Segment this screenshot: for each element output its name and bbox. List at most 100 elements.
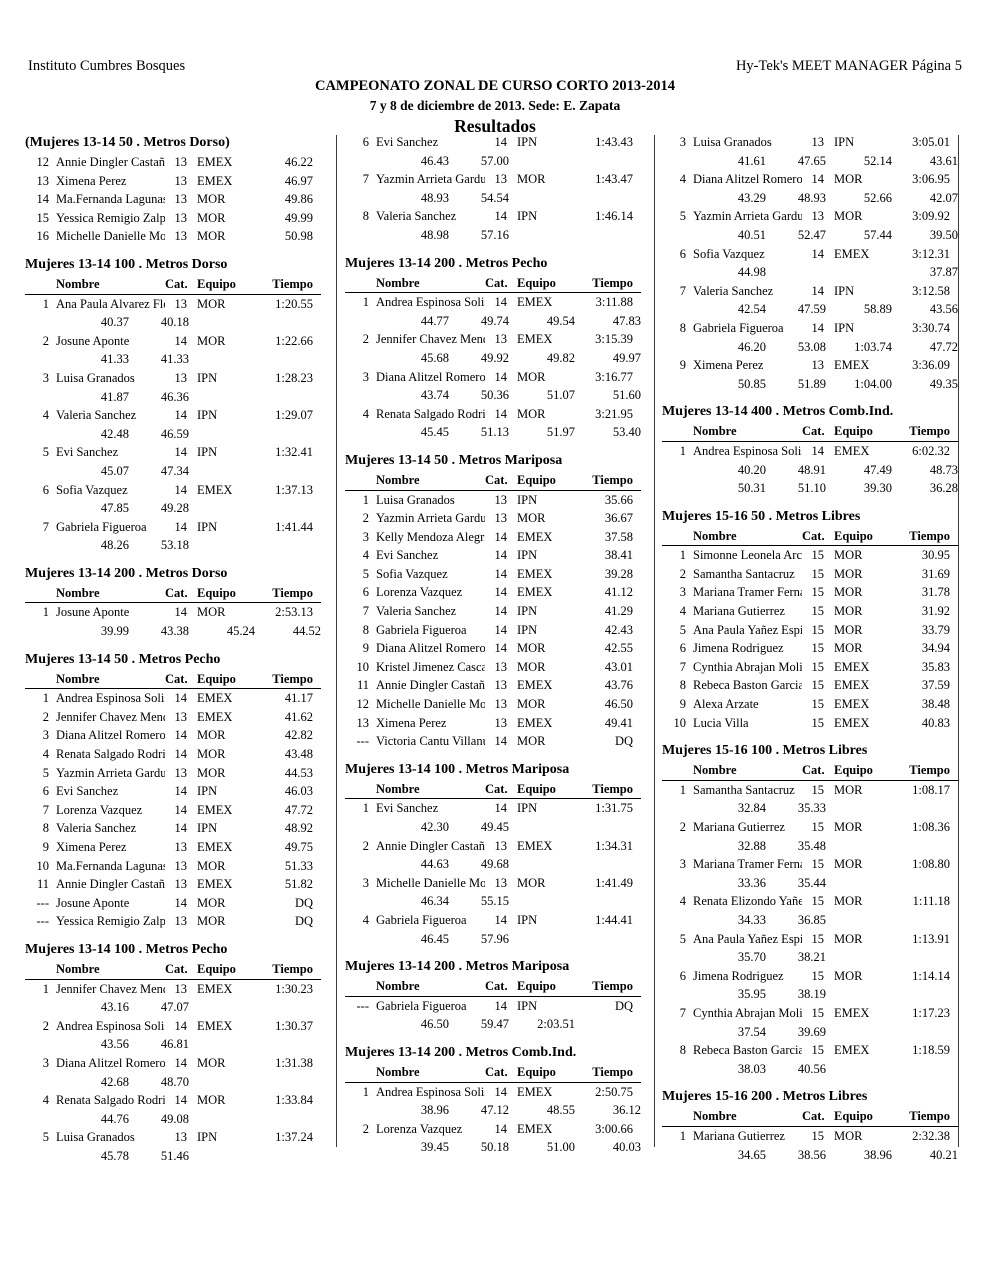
split-time: 51.60 [612,388,641,403]
splits-row: 44.77 49.74 49.54 47.83 [345,312,641,331]
swimmer-name: Ma.Fernanda Lagunas [56,192,165,207]
swimmer-team: MOR [197,914,226,929]
result-row: 4 Mariana Gutierrez 15 MOR 31.92 [662,602,958,621]
split-time: 47.65 [797,153,826,168]
split-time: 39.50 [929,227,958,242]
swimmer-time: 39.28 [604,566,633,581]
result-row: 8 Rebeca Baston Garcia 15 EMEX 1:18.59 [662,1041,958,1060]
swimmer-name: Andrea Espinosa Solis [56,691,165,706]
swimmer-team: MOR [517,734,546,749]
swimmer-time: 1:44.41 [595,912,633,927]
swimmer-name: Jennifer Chavez Mend [376,332,485,347]
event-title: (Mujeres 13-14 50 . Metros Dorso) [25,135,230,150]
swimmer-team: EMEX [517,715,553,730]
split-time: 48.55 [546,1103,575,1118]
swimmer-time: 1:41.49 [595,875,633,890]
split-time: 49.97 [612,350,641,365]
swimmer-place: 7 [679,659,686,674]
result-row: 8 Gabriela Figueroa 14 IPN 42.43 [345,621,641,640]
swimmer-place: 4 [679,604,686,619]
result-row: 5 Ana Paula Yañez Espi 15 MOR 1:13.91 [662,930,958,949]
swimmer-team: MOR [517,369,546,384]
swimmer-place: 3 [679,135,686,149]
header-name: Nombre [376,275,420,290]
swimmer-name: Mariana Tramer Ferna [693,857,802,872]
split-time [892,948,958,967]
result-row: 2 Yazmin Arrieta Gardu 13 MOR 36.67 [345,509,641,528]
splits-row: 43.56 46.81 [25,1035,321,1054]
swimmer-name: Michelle Danielle Moj [376,875,485,890]
swimmer-place: 10 [356,659,370,674]
split-time: 45.07 [100,463,129,478]
result-row: 5 Luisa Granados 13 IPN 1:37.24 [25,1128,321,1147]
result-row: 5 Yazmin Arrieta Gardu 13 MOR 44.53 [25,764,321,783]
swimmer-name: Annie Dingler Castañe [376,678,485,693]
swimmer-place: 3 [42,1055,49,1070]
split-time [189,388,255,407]
swimmer-time: 1:34.31 [595,838,633,853]
swimmer-age: 15 [811,894,825,909]
header-team: Equipo [197,585,236,600]
splits-row: 50.85 51.89 1:04.00 49.35 [662,375,958,394]
header-time: Tiempo [909,424,950,439]
swimmer-place: 6 [362,135,369,149]
split-time [255,462,321,481]
split-time: 47.59 [797,302,826,317]
splits-row: 40.20 48.91 47.49 48.73 [662,461,958,480]
swimmer-time: 1:37.13 [275,482,313,497]
result-row: 7 Cynthia Abrajan Moli 15 EMEX 1:17.23 [662,1004,958,1023]
table-header-row: Nombre Cat. Equipo Tiempo [345,977,641,997]
swimmer-name: Diana Alitzel Romero [56,1055,165,1070]
split-time: 43.16 [100,1000,129,1015]
split-time [189,350,255,369]
swimmer-team: MOR [834,820,863,834]
split-time [255,536,321,555]
page-header: Instituto Cumbres Bosques Hy-Tek's MEET … [0,0,990,75]
result-row: 13 Ximena Perez 13 EMEX 49.41 [345,714,641,733]
swimmer-age: 15 [811,1043,825,1058]
swimmer-place: --- [36,914,50,929]
swimmer-time: 50.98 [284,229,313,244]
header-name: Nombre [376,781,420,796]
swimmer-time: 2:50.75 [595,1084,633,1099]
swimmer-age: 14 [494,641,508,656]
split-time [189,1110,255,1129]
splits-row: 41.61 47.65 52.14 43.61 [662,152,958,171]
swimmer-team: IPN [517,801,538,816]
split-time: 37.54 [737,1024,766,1039]
result-row: 15 Yessica Remigio Zalpa 13 MOR 49.99 [25,209,321,228]
swimmer-time: 41.62 [284,709,313,724]
swimmer-name: Simonne Leonela Arco [693,548,802,563]
header-name: Nombre [376,1064,420,1079]
swimmer-team: IPN [197,1130,218,1145]
splits-row: 45.07 47.34 [25,462,321,481]
header-cat: Cat. [165,961,188,976]
swimmer-time: 1:33.84 [275,1093,313,1108]
swimmer-name: Gabriela Figueroa [56,519,147,534]
header-team: Equipo [517,1064,556,1079]
result-row: 5 Evi Sanchez 14 IPN 1:32.41 [25,443,321,462]
swimmer-name: Renata Elizondo Yañe [693,894,802,909]
splits-row: 38.03 40.56 [662,1060,958,1079]
swimmer-age: 15 [811,968,825,983]
swimmer-age: 14 [494,209,508,224]
swimmer-place: 4 [42,408,49,423]
result-row: 9 Ximena Perez 13 EMEX 49.75 [25,838,321,857]
split-time [509,189,575,208]
header-cat: Cat. [802,424,825,439]
swimmer-team: EMEX [197,840,233,854]
swimmer-place: 3 [42,728,49,743]
splits-row: 42.48 46.59 [25,425,321,444]
split-time: 32.84 [737,801,766,816]
table-header-row: Nombre Cat. Equipo Tiempo [662,1107,958,1127]
split-time: 47.85 [100,501,129,516]
swimmer-time: 36.67 [604,511,633,526]
swimmer-age: 13 [174,192,188,207]
event-section: Mujeres 13-14 50 . Metros Pecho Nombre Cat… [25,650,321,931]
event-section: Mujeres 13-14 100 . Metros Mariposa Nombr… [345,760,641,948]
swimmer-age: 14 [174,408,188,423]
results-column-3: 3 Luisa Granados 13 IPN 3:05.01 41.61 47.65 52.… [662,133,958,1164]
swimmer-place: 7 [679,283,686,298]
split-time: 34.33 [737,912,766,927]
split-time [255,1110,321,1129]
